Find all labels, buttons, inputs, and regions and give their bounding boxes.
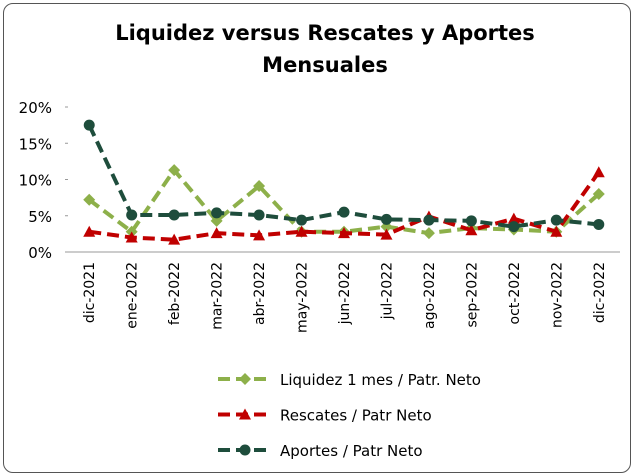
x-tick-label: jul-2022	[379, 262, 395, 320]
data-marker	[507, 212, 520, 224]
x-tick-label: dic-2022	[592, 262, 608, 323]
page: {"chart_data": {"type": "line", "title":…	[3, 3, 631, 473]
y-tick-label: 5%	[28, 208, 52, 226]
chart-title: Mensuales	[262, 53, 388, 77]
chart: Liquidez versus Rescates y Aportes Mensu…	[19, 21, 620, 460]
data-marker	[593, 218, 605, 230]
legend-label: Rescates / Patr Neto	[280, 407, 432, 425]
data-marker	[168, 233, 181, 245]
data-marker	[508, 221, 520, 233]
data-marker	[168, 164, 181, 177]
data-marker	[423, 214, 435, 226]
data-marker	[465, 224, 478, 236]
data-marker	[550, 214, 562, 226]
data-marker	[253, 209, 265, 221]
data-marker	[296, 214, 308, 226]
data-marker	[168, 209, 180, 221]
x-tick-label: jun-2022	[337, 262, 353, 325]
y-tick-label: 20%	[19, 99, 52, 117]
data-marker	[239, 444, 251, 456]
data-marker	[211, 207, 223, 219]
data-marker	[550, 225, 563, 237]
data-marker	[239, 373, 251, 385]
data-marker	[295, 225, 308, 237]
data-marker	[422, 227, 435, 240]
x-tick-label: sep-2022	[464, 262, 480, 327]
x-tick-label: feb-2022	[167, 262, 183, 325]
data-marker	[83, 193, 96, 206]
data-marker	[210, 227, 223, 239]
y-tick-label: 0%	[28, 244, 52, 262]
data-marker	[592, 166, 605, 178]
data-marker	[239, 408, 251, 420]
data-marker	[125, 231, 138, 243]
data-marker	[380, 228, 393, 240]
y-tick-label: 15%	[19, 135, 52, 153]
x-tick-label: abr-2022	[252, 262, 268, 325]
data-marker	[210, 214, 223, 227]
data-marker	[83, 119, 95, 131]
x-tick-label: mar-2022	[210, 262, 226, 330]
x-tick-label: ene-2022	[125, 262, 141, 329]
x-tick-label: nov-2022	[549, 262, 565, 328]
data-marker	[380, 213, 392, 225]
legend-label: Liquidez 1 mes / Patr. Neto	[280, 371, 481, 389]
data-marker	[465, 215, 477, 227]
data-marker	[338, 206, 350, 218]
x-tick-label: dic-2021	[82, 262, 98, 323]
data-marker	[126, 209, 138, 221]
data-marker	[338, 227, 350, 239]
data-marker	[253, 229, 266, 241]
data-marker	[83, 225, 96, 237]
chart-title: Liquidez versus Rescates y Aportes	[115, 21, 535, 45]
x-tick-label: may-2022	[295, 262, 311, 333]
y-tick-label: 10%	[19, 172, 52, 190]
x-tick-label: oct-2022	[507, 262, 523, 324]
legend-label: Aportes / Patr Neto	[280, 442, 423, 460]
x-tick-label: ago-2022	[422, 262, 438, 329]
data-marker	[592, 188, 605, 200]
data-marker	[253, 180, 266, 193]
